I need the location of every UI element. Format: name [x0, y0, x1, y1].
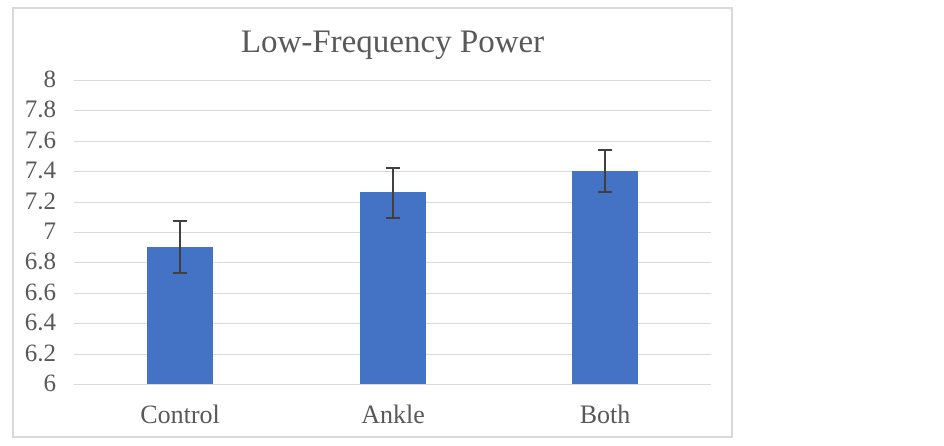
- bar-ankle: [360, 192, 426, 384]
- chart-title: Low-Frequency Power: [240, 24, 545, 60]
- gridline: [74, 384, 711, 385]
- error-bar-cap-high-control: [173, 220, 187, 222]
- y-axis-tick-label: 6.2: [24, 340, 56, 367]
- gridline: [74, 141, 711, 142]
- error-bar-ankle: [392, 168, 394, 218]
- y-axis-tick-label: 8: [43, 66, 57, 93]
- y-axis-tick-label: 6.4: [24, 309, 56, 336]
- error-bar-both: [604, 150, 606, 192]
- bar-chart: Low-Frequency Power 8 7.8 7.6 7.4 7.2 7 6.8 6.6…: [12, 7, 733, 438]
- x-axis-label-both: Both: [579, 400, 631, 429]
- y-axis-tick-label: 7.4: [24, 157, 56, 184]
- y-axis-tick-label: 7.6: [24, 127, 56, 154]
- bar-both: [572, 171, 638, 384]
- x-axis-label-control: Control: [140, 400, 220, 429]
- error-bar-cap-low-ankle: [386, 217, 400, 219]
- y-axis-tick-label: 6.8: [24, 248, 56, 275]
- error-bar-cap-low-both: [598, 191, 612, 193]
- error-bar-control: [179, 221, 181, 273]
- error-bar-cap-low-control: [173, 272, 187, 274]
- gridline: [74, 80, 711, 81]
- error-bar-cap-high-both: [598, 149, 612, 151]
- y-axis-tick-label: 7.8: [24, 96, 56, 123]
- gridline: [74, 110, 711, 111]
- y-axis-tick-label: 7.2: [24, 188, 56, 215]
- x-axis-label-ankle: Ankle: [361, 400, 425, 429]
- y-axis-tick-label: 7: [43, 218, 57, 245]
- y-axis-tick-label: 6.6: [24, 279, 56, 306]
- error-bar-cap-high-ankle: [386, 167, 400, 169]
- y-axis-tick-label: 6: [43, 370, 57, 397]
